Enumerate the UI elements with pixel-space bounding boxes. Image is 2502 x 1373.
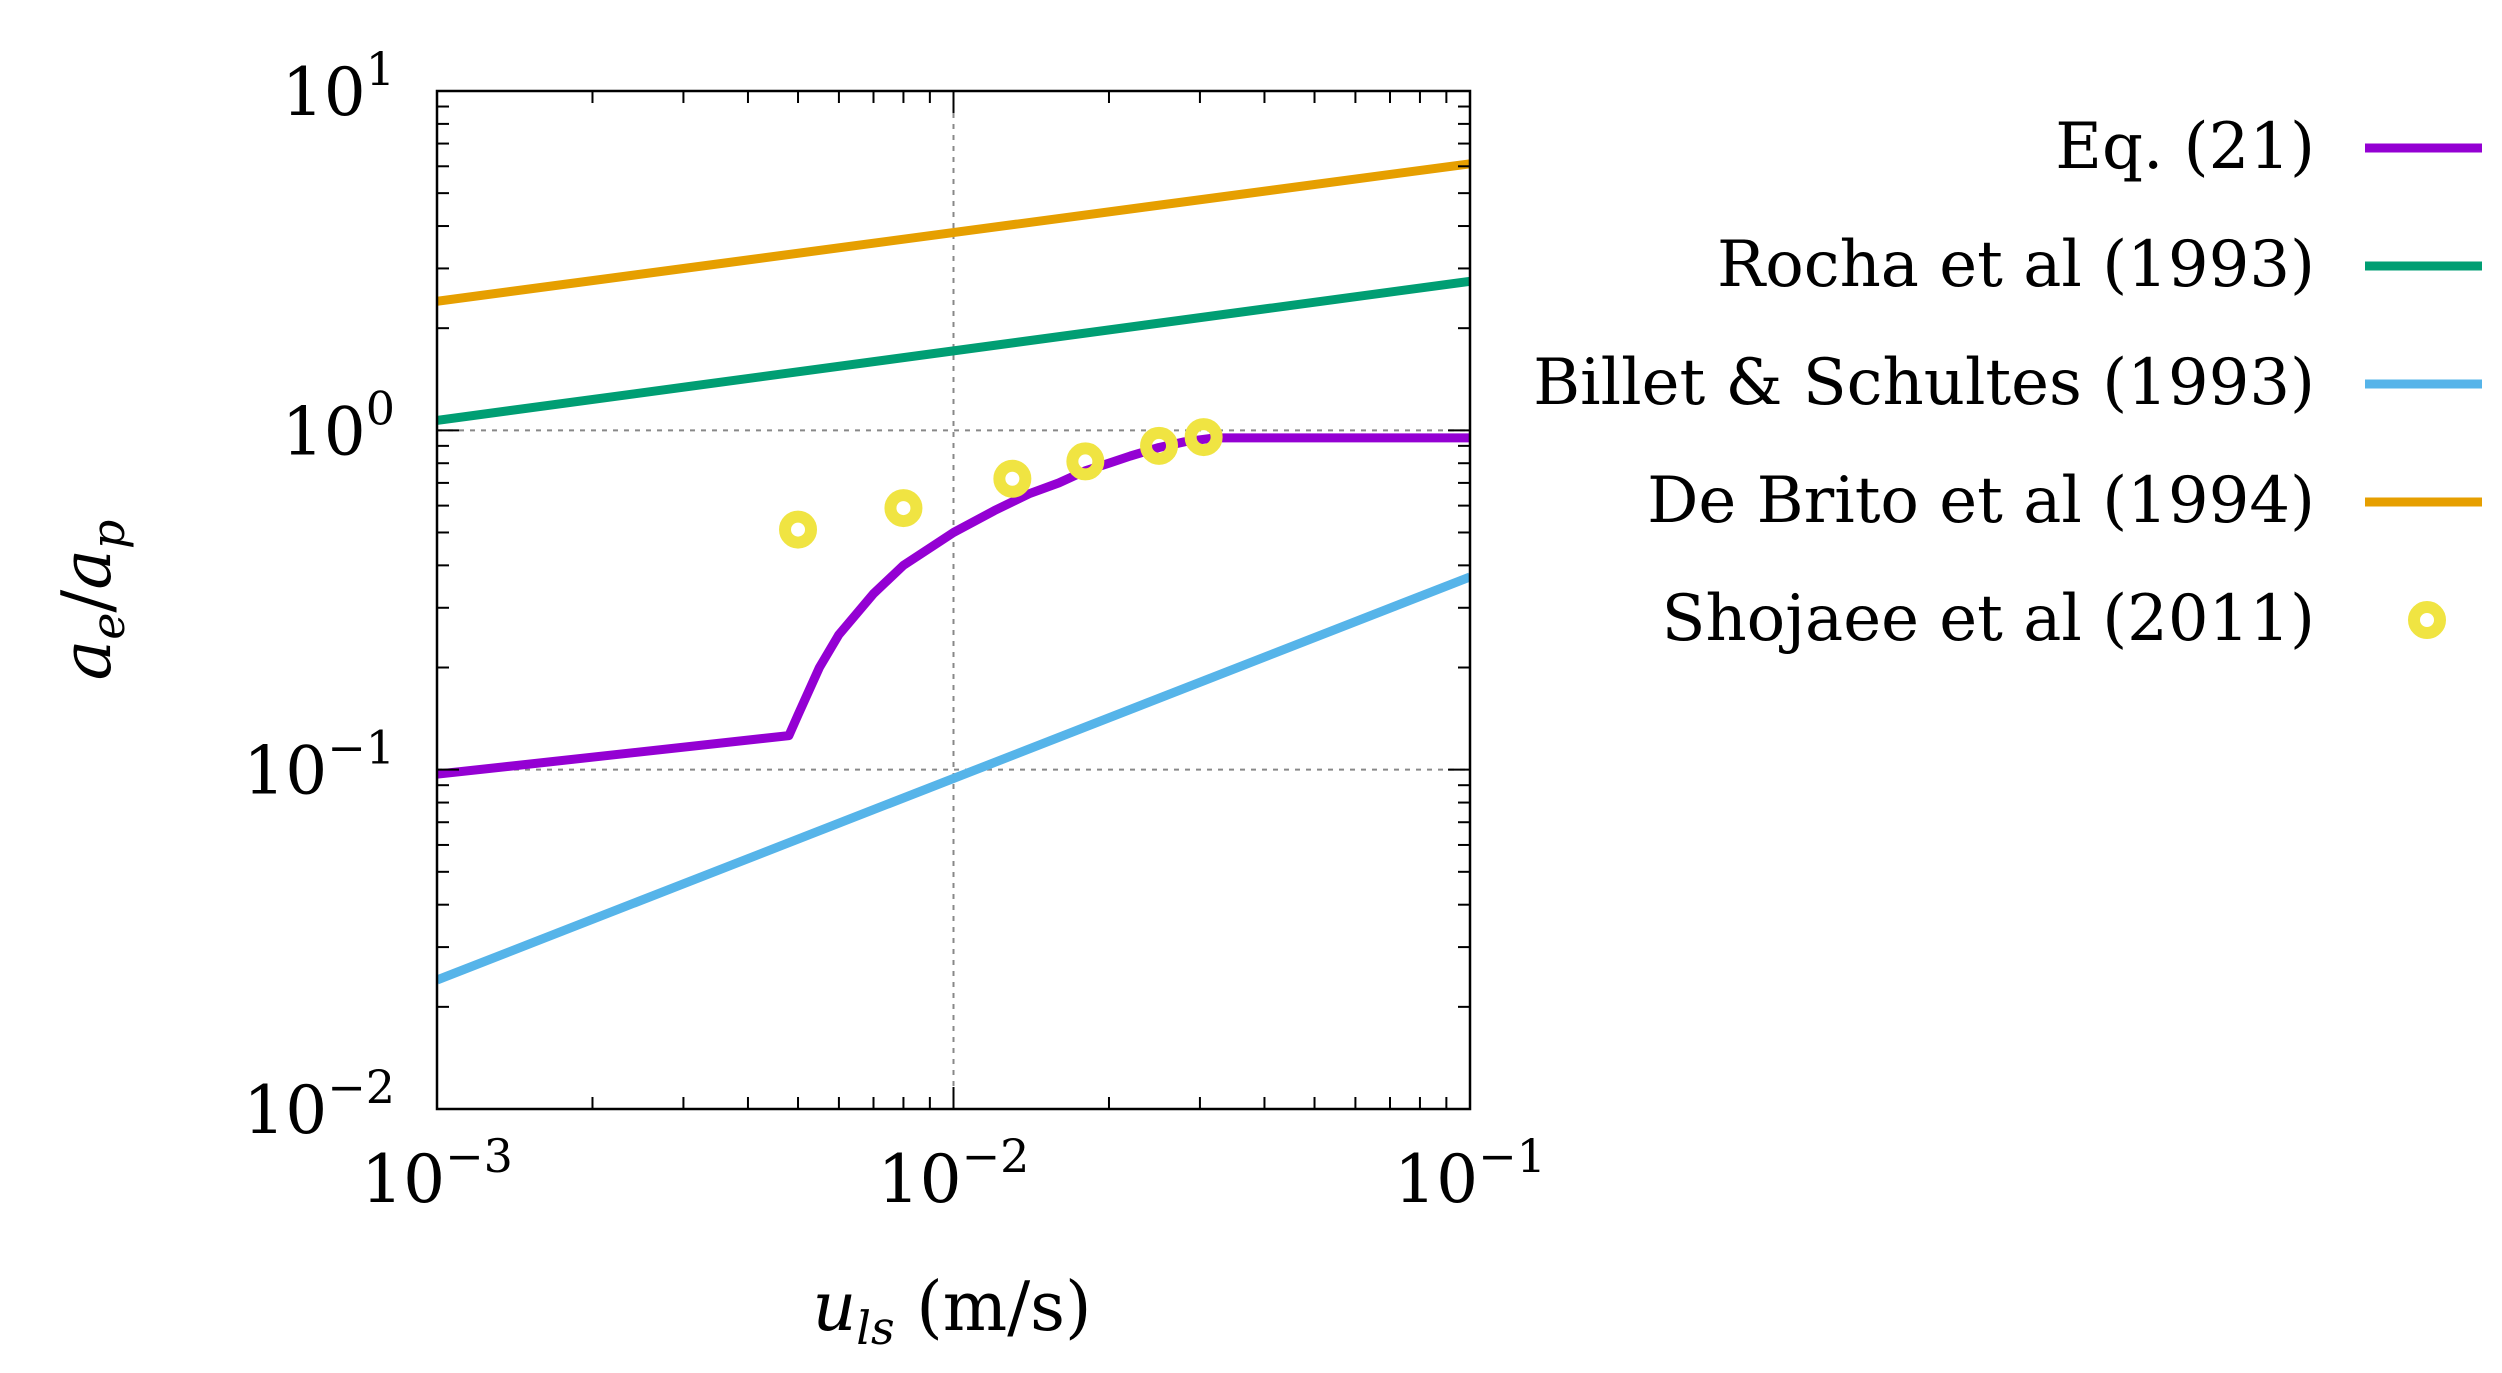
legend-label: Rocha et al (1993) [1717,228,2315,302]
tick-layer [436,90,1471,1110]
scatter-layer [779,418,1223,549]
billet-line [437,572,1470,985]
legend-label: Shojaee et al (2011) [1662,582,2315,656]
shojaee-point [779,510,818,549]
x-tick-label: 10−1 [1394,1129,1546,1218]
shojaee-point [993,459,1032,498]
x-tick-label: 10−2 [878,1129,1030,1218]
legend-swatch-shojaee [2408,601,2446,639]
y-tick-label: 10−1 [243,721,395,810]
y-tick-label: 100 [282,381,395,470]
legend-label: Billet & Schultes (1993) [1533,346,2315,420]
shojaee-point [1066,442,1105,481]
x-tick-labels: 10−3 10−2 10−1 [361,1129,1546,1218]
eq21-line [437,433,1470,779]
shojaee-point [1184,418,1223,457]
shojaee-point [884,489,923,528]
legend-label: Eq. (21) [2055,110,2315,184]
legend-label: De Brito et al (1994) [1647,464,2315,538]
x-tick-label: 10−3 [361,1129,513,1218]
legend: Eq. (21) Rocha et al (1993) Billet & Sch… [1533,110,2482,656]
y-tick-label: 10−2 [243,1060,395,1149]
y-tick-label: 101 [282,42,395,131]
debrito-line [437,159,1470,306]
rocha-line [437,276,1470,425]
grid-layer [437,91,1470,1109]
y-tick-labels: 10−2 10−1 100 101 [243,42,395,1149]
y-axis-label: ae/ap [48,520,135,681]
x-axis-label: uls (m/s) [812,1268,1091,1355]
series-layer [437,159,1470,985]
shojaee-point [1140,426,1179,465]
